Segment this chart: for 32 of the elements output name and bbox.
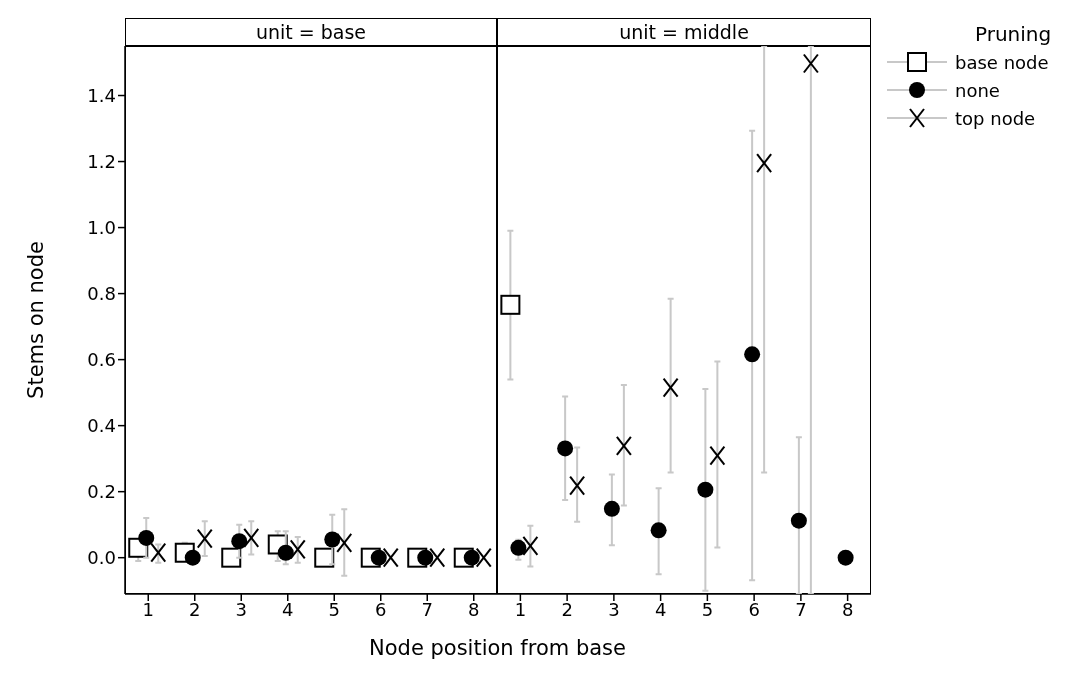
legend-label: top node xyxy=(955,107,1036,129)
x-tick-label: 8 xyxy=(468,598,480,620)
x-tick-label: 1 xyxy=(514,598,527,620)
x-tick-label: 1 xyxy=(142,598,154,620)
x-tick-label: 7 xyxy=(795,598,807,620)
y-tick-label: 0.8 xyxy=(87,282,116,304)
x-tick-label: 2 xyxy=(189,598,201,620)
x-tick-label: 5 xyxy=(701,598,714,620)
y-tick-label: 0.0 xyxy=(87,547,116,569)
y-tick-label: 0.4 xyxy=(87,415,116,437)
x-tick-label: 3 xyxy=(608,598,620,620)
x-tick-label: 4 xyxy=(282,598,294,620)
chart-title: unit = middle xyxy=(497,18,871,46)
y-tick-label: 1.4 xyxy=(87,84,116,106)
chart-title: unit = base xyxy=(125,18,497,46)
x-tick-label: 4 xyxy=(654,598,667,620)
x-tick-label: 8 xyxy=(841,598,854,620)
y-tick-label: 1.0 xyxy=(87,216,116,238)
x-tick-label: 5 xyxy=(328,598,340,620)
y-tick-label: 1.2 xyxy=(87,150,116,172)
x-tick-label: 2 xyxy=(561,598,573,620)
x-tick-label: 6 xyxy=(375,598,387,620)
y-tick-label: 0.2 xyxy=(87,481,116,503)
x-tick-label: 3 xyxy=(235,598,247,620)
x-tick-label: 7 xyxy=(421,598,433,620)
x-tick-label: 6 xyxy=(748,598,760,620)
y-axis-title: Stems on node xyxy=(24,241,48,399)
x-axis-title: Node position from base xyxy=(368,636,627,660)
legend-label: base node xyxy=(955,51,1049,73)
y-tick-label: 0.6 xyxy=(87,349,116,370)
legend-title: Pruning xyxy=(975,22,1052,46)
legend-label: none xyxy=(955,79,1000,101)
